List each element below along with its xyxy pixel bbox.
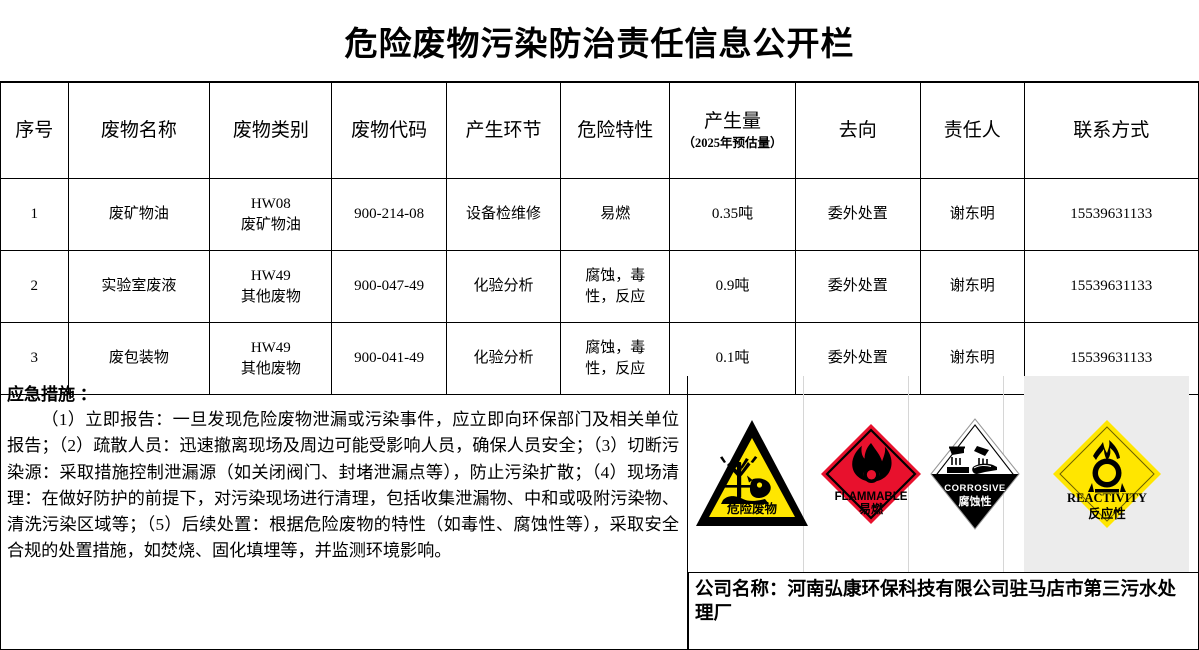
cell-code: 900-041-49 [331, 322, 447, 395]
col-header-index-label: 序号 [15, 119, 54, 141]
cell-destination: 委外处置 [794, 322, 921, 395]
cell-stage: 化验分析 [445, 322, 562, 395]
pictogram-label-en: REACTIVITY [1067, 491, 1147, 505]
pictogram-label-cn: 危险废物 [726, 501, 778, 516]
col-header-category-label: 废物类别 [232, 119, 309, 141]
pictogram-hazardous-waste: 危险废物 [688, 376, 816, 572]
page-title: 危险废物污染防治责任信息公开栏 [344, 26, 855, 63]
flammable-icon: FLAMMABLE 易燃 [821, 424, 921, 524]
cell-hazard: 腐蚀，毒 性，反应 [560, 250, 671, 323]
cell-responsible: 谢东明 [919, 250, 1025, 323]
col-header-amount: 产生量 （2025年预估量） [669, 82, 796, 179]
cell-hazard-line2: 性，反应 [585, 360, 646, 377]
cell-amount: 0.35吨 [669, 178, 796, 251]
table-body: 1 废矿物油 HW08 废矿物油 900-214-08 设备检维修 易燃 0.3… [0, 178, 1199, 395]
hazardous-waste-icon: 危险废物 [696, 420, 808, 526]
cell-category-line1: HW08 [250, 196, 291, 213]
col-header-destination: 去向 [794, 82, 921, 179]
col-header-name: 废物名称 [67, 82, 211, 179]
company-name-row: 公司名称：河南弘康环保科技有限公司驻马店市第三污水处理厂 [688, 572, 1199, 650]
cell-stage: 化验分析 [445, 250, 562, 323]
table-row: 2 实验室废液 HW49 其他废物 900-047-49 化验分析 腐蚀，毒 性… [0, 250, 1199, 323]
corrosive-icon: CORROSIVE 腐蚀性 [930, 418, 1020, 530]
col-header-contact: 联系方式 [1023, 82, 1199, 179]
hazard-pictogram-panel: 危险废物 FLAMMABLE 易燃 [688, 376, 1199, 572]
grid-line [803, 376, 804, 572]
cell-hazard: 易燃 [560, 178, 671, 251]
cell-amount: 0.9吨 [669, 250, 796, 323]
cell-destination: 委外处置 [794, 178, 921, 251]
table-header-row: 序号 废物名称 废物类别 废物代码 产生环节 危险特性 产生量 [0, 82, 1199, 179]
pictogram-corrosive: CORROSIVE 腐蚀性 [926, 376, 1024, 572]
emergency-measures-panel: 应急措施 ： （1）立即报告：一旦发现危险废物泄漏或污染事件，应立即向环保部门及… [0, 376, 688, 650]
cell-index: 1 [0, 178, 69, 251]
cell-hazard-line1: 腐蚀，毒 [585, 340, 646, 357]
cell-category: HW49 其他废物 [209, 250, 333, 323]
cell-stage: 设备检维修 [445, 178, 562, 251]
col-header-amount-label: 产生量 [703, 110, 761, 132]
cell-hazard: 腐蚀，毒 性，反应 [560, 322, 671, 395]
pictogram-flammable: FLAMMABLE 易燃 [816, 376, 926, 572]
pictogram-label-en: CORROSIVE [944, 483, 1006, 494]
emergency-measures-body: （1）立即报告：一旦发现危险废物泄漏或污染事件，应立即向环保部门及相关单位报告；… [7, 410, 679, 560]
pictogram-reactivity: REACTIVITY 反应性 [1024, 376, 1189, 572]
col-header-responsible: 责任人 [919, 82, 1025, 179]
col-header-code-label: 废物代码 [351, 119, 428, 141]
cell-destination: 委外处置 [794, 250, 921, 323]
col-header-hazard-label: 危险特性 [577, 119, 654, 141]
cell-hazard-line1: 腐蚀，毒 [585, 268, 646, 285]
cell-category: HW08 废矿物油 [209, 178, 333, 251]
cell-name: 废矿物油 [67, 178, 211, 251]
col-header-name-label: 废物名称 [100, 119, 177, 141]
reactivity-icon: REACTIVITY 反应性 [1052, 420, 1161, 528]
lower-section: 应急措施 ： （1）立即报告：一旦发现危险废物泄漏或污染事件，应立即向环保部门及… [0, 376, 1199, 650]
title-band: 危险废物污染防治责任信息公开栏 [0, 0, 1199, 82]
cell-contact: 15539631133 [1023, 250, 1199, 323]
col-header-stage: 产生环节 [445, 82, 562, 179]
cell-hazard-line1: 易燃 [600, 206, 631, 223]
cell-code: 900-047-49 [331, 250, 447, 323]
table-header: 序号 废物名称 废物类别 废物代码 产生环节 危险特性 产生量 [0, 82, 1199, 179]
cell-index: 3 [0, 322, 69, 395]
cell-code: 900-214-08 [331, 178, 447, 251]
col-header-contact-label: 联系方式 [1073, 119, 1150, 141]
pictogram-label-cn: 易燃 [859, 501, 884, 516]
col-header-category: 废物类别 [209, 82, 333, 179]
cell-responsible: 谢东明 [919, 178, 1025, 251]
col-header-destination-label: 去向 [838, 119, 877, 141]
cell-category-line2: 废矿物油 [240, 216, 301, 233]
col-header-index: 序号 [0, 82, 69, 179]
col-header-code: 废物代码 [331, 82, 447, 179]
cell-category-line2: 其他废物 [240, 360, 301, 377]
cell-category-line1: HW49 [250, 268, 291, 285]
col-header-responsible-label: 责任人 [943, 119, 1001, 141]
col-header-stage-label: 产生环节 [465, 119, 542, 141]
table-row: 1 废矿物油 HW08 废矿物油 900-214-08 设备检维修 易燃 0.3… [0, 178, 1199, 251]
company-name-text: 公司名称：河南弘康环保科技有限公司驻马店市第三污水处理厂 [695, 580, 1177, 625]
cell-category-line1: HW49 [250, 340, 291, 357]
cell-index: 2 [0, 250, 69, 323]
pictogram-label-cn: 腐蚀性 [959, 494, 992, 508]
cell-amount: 0.1吨 [669, 322, 796, 395]
cell-contact: 15539631133 [1023, 178, 1199, 251]
cell-hazard-line2: 性，反应 [585, 288, 646, 305]
col-header-amount-sublabel: （2025年预估量） [682, 135, 783, 150]
cell-category-line2: 其他废物 [240, 288, 301, 305]
pictogram-label-cn: 反应性 [1088, 506, 1126, 521]
waste-inventory-table: 序号 废物名称 废物类别 废物代码 产生环节 危险特性 产生量 [0, 82, 1199, 395]
emergency-measures-title: 应急措施 ： [7, 385, 97, 404]
cell-name: 实验室废液 [67, 250, 211, 323]
pictogram-label-en: FLAMMABLE [835, 491, 908, 503]
col-header-hazard: 危险特性 [560, 82, 671, 179]
